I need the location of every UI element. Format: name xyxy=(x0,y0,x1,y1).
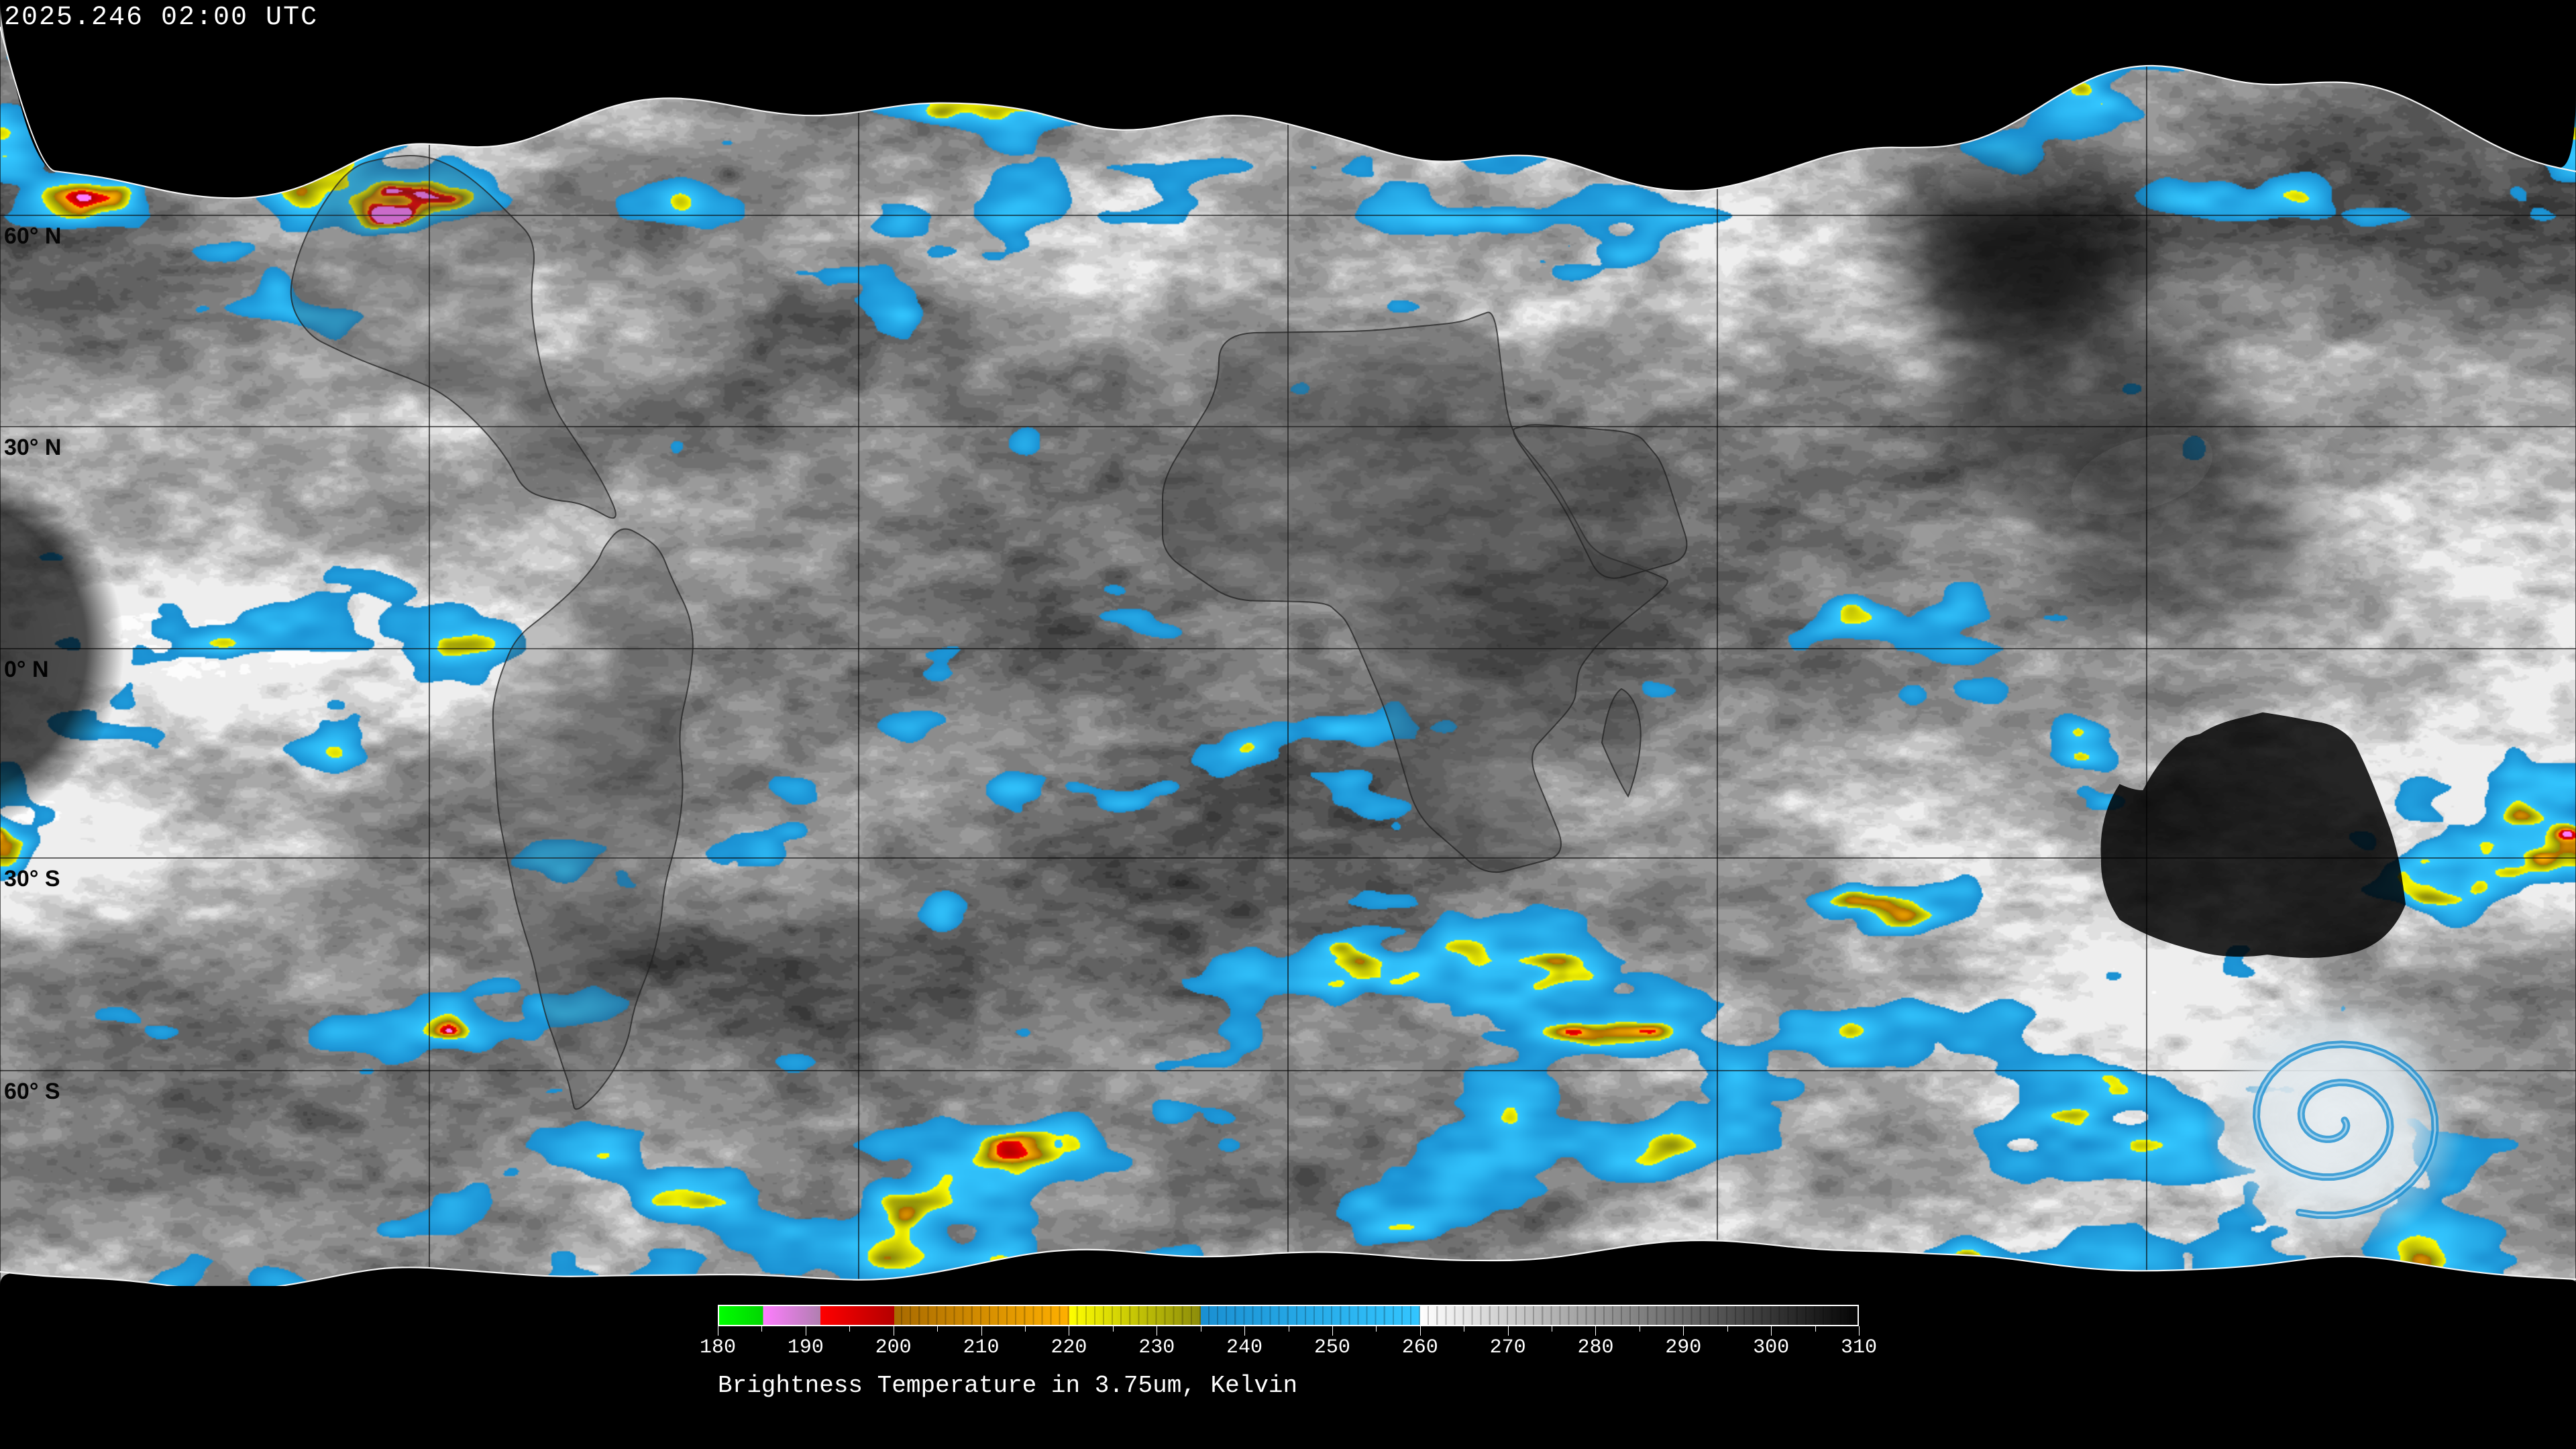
svg-text:30° S: 30° S xyxy=(4,866,60,892)
svg-text:30° N: 30° N xyxy=(4,435,61,460)
svg-text:60° S: 60° S xyxy=(4,1079,60,1104)
svg-text:60° N: 60° N xyxy=(4,223,61,249)
